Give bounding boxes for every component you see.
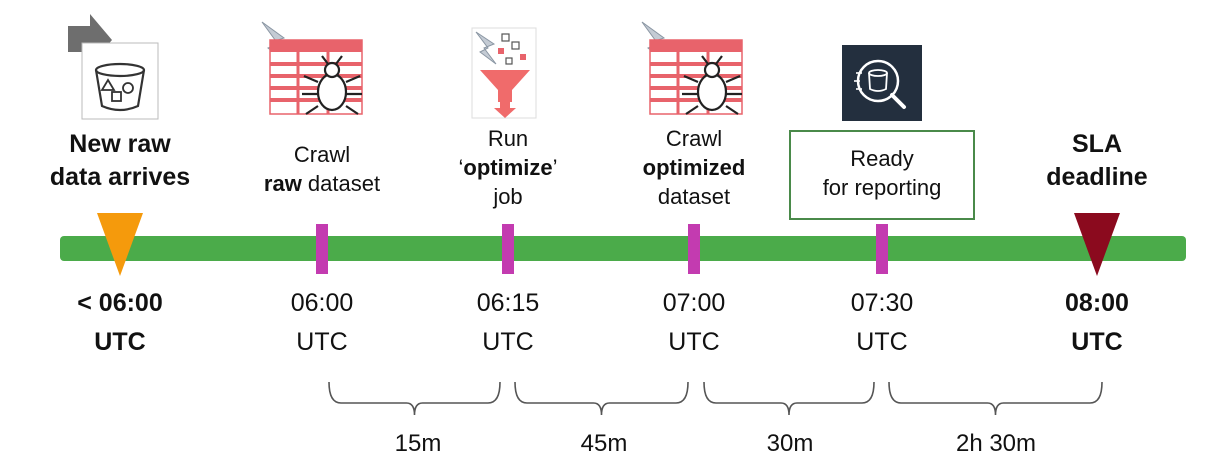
- label-bold-text: raw: [263, 171, 302, 196]
- timeline-tick: [876, 224, 888, 274]
- label-text: Ready: [850, 146, 914, 171]
- duration-label: 2h 30m: [955, 430, 1037, 457]
- label-bold-text: optimize: [463, 155, 553, 180]
- label-bold-text: optimized: [642, 155, 746, 180]
- timeline-tick: [316, 224, 328, 274]
- milestone-label-line: New raw: [30, 128, 210, 161]
- time-zone: UTC: [668, 328, 720, 356]
- milestone-label-line: dataset: [609, 182, 779, 211]
- label-text: Crawl: [665, 126, 723, 151]
- milestone-label-crawl-optimized: Crawl optimized dataset: [609, 124, 779, 211]
- timeline-bar: [60, 236, 1186, 261]
- time-zone: UTC: [856, 328, 908, 356]
- timeline-ticks: [316, 224, 888, 274]
- duration-bracket: [328, 381, 501, 416]
- glue-etl-funnel-icon: [471, 27, 537, 119]
- milestone-label-line: Crawl: [609, 124, 779, 153]
- milestone-label-line: raw dataset: [237, 169, 407, 198]
- label-text: Crawl: [293, 142, 351, 167]
- label-text: ’: [552, 155, 558, 180]
- duration-brackets: [328, 381, 1103, 416]
- label-bold-text: SLA: [1072, 130, 1122, 158]
- duration-label: 15m: [394, 430, 442, 457]
- milestone-label-line: Ready: [792, 144, 972, 173]
- milestone-label-line: ‘optimize’: [433, 153, 583, 182]
- milestone-time-crawl-raw: 06:00 UTC: [242, 284, 402, 362]
- duration-label: 45m: [580, 430, 628, 457]
- timeline-tick: [502, 224, 514, 274]
- milestone-time-run-optimize: 06:15 UTC: [428, 284, 588, 362]
- milestone-label-line: optimized: [609, 153, 779, 182]
- milestone-time-crawl-optimized: 07:00 UTC: [614, 284, 774, 362]
- milestone-time-ready-for-reporting: 07:30 UTC: [802, 284, 962, 362]
- milestone-label-line: Crawl: [237, 140, 407, 169]
- milestone-label-line: job: [433, 182, 583, 211]
- milestone-label-sla-deadline: SLA deadline: [1022, 128, 1172, 194]
- label-text: dataset: [301, 171, 381, 196]
- s3-bucket-arrow-icon: [68, 14, 159, 120]
- timeline-tick: [688, 224, 700, 274]
- time-value: 07:00: [662, 289, 726, 317]
- time-zone: UTC: [296, 328, 348, 356]
- milestone-time-sla-deadline: 08:00 UTC: [1017, 284, 1177, 362]
- time-zone: UTC: [94, 328, 146, 356]
- deadline-marker: [1074, 213, 1120, 276]
- label-text: Run: [487, 126, 529, 151]
- milestone-label-new-raw-data: New raw data arrives: [30, 128, 210, 194]
- label-bold-text: data arrives: [49, 163, 191, 191]
- label-text: ‘: [458, 155, 464, 180]
- glue-crawler-icon: [641, 21, 743, 115]
- milestone-label-line: deadline: [1022, 161, 1172, 194]
- time-value: 07:30: [850, 289, 914, 317]
- label-bold-text: deadline: [1046, 163, 1148, 191]
- time-zone: UTC: [482, 328, 534, 356]
- duration-label: 30m: [766, 430, 814, 457]
- time-zone: UTC: [1071, 328, 1123, 356]
- label-text: dataset: [657, 184, 731, 209]
- milestone-label-ready-for-reporting: Ready for reporting: [792, 144, 972, 202]
- arrival-marker: [97, 213, 143, 276]
- time-value: 06:15: [476, 289, 540, 317]
- milestone-label-line: for reporting: [792, 173, 972, 202]
- milestone-label-line: SLA: [1022, 128, 1172, 161]
- duration-bracket: [514, 381, 689, 416]
- label-bold-text: New raw: [69, 130, 171, 158]
- athena-query-icon: [842, 45, 922, 121]
- time-value: < 06:00: [77, 289, 163, 317]
- time-value: 08:00: [1065, 289, 1129, 317]
- duration-bracket: [888, 381, 1103, 416]
- milestone-label-line: Run: [433, 124, 583, 153]
- milestone-label-line: data arrives: [30, 161, 210, 194]
- label-text: job: [493, 184, 523, 209]
- duration-bracket: [703, 381, 875, 416]
- label-text: for reporting: [822, 175, 942, 200]
- milestone-time-new-raw-data: < 06:00 UTC: [40, 284, 200, 362]
- milestone-label-run-optimize: Run ‘optimize’ job: [433, 124, 583, 211]
- glue-crawler-icon: [261, 21, 363, 115]
- ready-for-reporting-box: [789, 130, 975, 220]
- time-value: 06:00: [290, 289, 354, 317]
- milestone-label-crawl-raw: Crawl raw dataset: [237, 140, 407, 198]
